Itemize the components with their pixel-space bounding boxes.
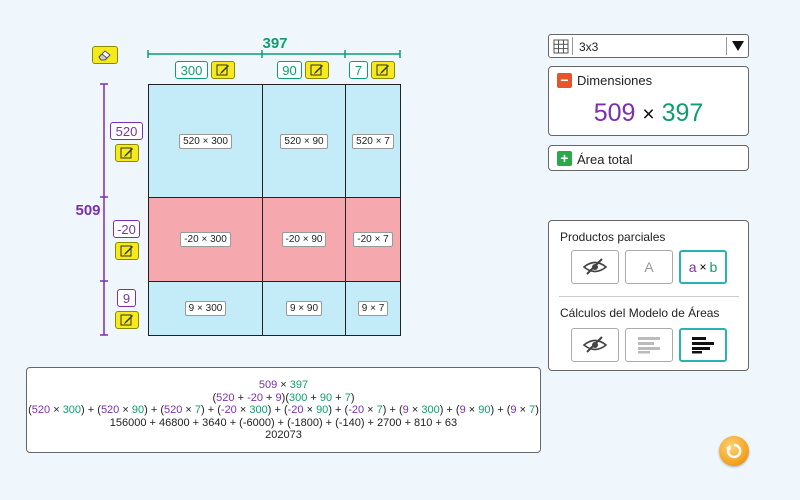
collapse-dimensions-button[interactable]: − bbox=[557, 73, 572, 88]
grid-size-select[interactable]: 3x3 bbox=[548, 34, 749, 58]
eraser-icon bbox=[98, 50, 111, 61]
left-dim-1[interactable]: 520 bbox=[110, 122, 143, 140]
letter-mode-button[interactable]: A bbox=[625, 250, 673, 284]
cell-label: 9 × 300 bbox=[184, 301, 227, 316]
cell-3-3[interactable]: 9 × 7 bbox=[345, 281, 401, 336]
formula-line-1: 509 × 397 bbox=[258, 379, 309, 391]
top-dim-2[interactable]: 90 bbox=[277, 61, 302, 79]
pencil-icon bbox=[310, 64, 323, 76]
cell-label: 520 × 90 bbox=[280, 133, 328, 149]
cell-2-2[interactable]: -20 × 90 bbox=[262, 197, 346, 282]
edit-left-dim-2-button[interactable] bbox=[115, 242, 139, 260]
left-dim-2[interactable]: -20 bbox=[113, 220, 140, 238]
area-model-calculations-title: Cálculos del Modelo de Áreas bbox=[560, 306, 720, 320]
edit-left-dim-3-button[interactable] bbox=[115, 311, 139, 329]
eye-slash-icon bbox=[582, 336, 608, 353]
grid-icon bbox=[553, 39, 569, 54]
area-total-panel: + Área total bbox=[548, 145, 749, 171]
pencil-icon bbox=[120, 147, 133, 159]
display-options-panel: Productos parciales A a × b Cálculos del… bbox=[548, 220, 749, 371]
eraser-button[interactable] bbox=[92, 46, 118, 64]
left-dimension-bracket bbox=[100, 83, 108, 336]
top-dim-3[interactable]: 7 bbox=[349, 61, 368, 79]
product-mode-button[interactable]: a × b bbox=[679, 250, 727, 284]
cell-label: -20 × 90 bbox=[281, 232, 327, 247]
cell-label: 9 × 7 bbox=[357, 301, 389, 316]
cell-2-3[interactable]: -20 × 7 bbox=[345, 197, 401, 282]
cell-1-2[interactable]: 520 × 90 bbox=[262, 84, 346, 198]
lines-icon bbox=[692, 337, 714, 354]
cell-2-1[interactable]: -20 × 300 bbox=[148, 197, 263, 282]
dimensions-expression: 509 × 397 bbox=[549, 99, 748, 128]
hide-calculations-button[interactable] bbox=[571, 328, 619, 362]
cell-label: 9 × 90 bbox=[285, 301, 323, 316]
lines-icon bbox=[638, 337, 660, 354]
cell-3-2[interactable]: 9 × 90 bbox=[262, 281, 346, 336]
ab-a: a bbox=[688, 259, 697, 275]
cell-label: -20 × 300 bbox=[180, 232, 231, 247]
formula-line-3: (520 × 300) + (520 × 90) + (520 × 7) + (… bbox=[28, 404, 539, 416]
partial-products-title: Productos parciales bbox=[560, 230, 666, 244]
left-dim-3[interactable]: 9 bbox=[117, 289, 136, 307]
minus-icon: − bbox=[560, 72, 569, 88]
full-lines-button[interactable] bbox=[679, 328, 727, 362]
calculation-box: 509 × 397 (520 + -20 + 9)(300 + 90 + 7) … bbox=[26, 367, 541, 453]
times-sign: × bbox=[642, 103, 655, 126]
hide-partial-products-button[interactable] bbox=[571, 250, 619, 284]
cell-label: 520 × 300 bbox=[179, 133, 232, 149]
cell-1-3[interactable]: 520 × 7 bbox=[345, 84, 401, 198]
partial-lines-button[interactable] bbox=[625, 328, 673, 362]
edit-top-dim-2-button[interactable] bbox=[305, 61, 329, 79]
top-total-label: 397 bbox=[262, 35, 288, 52]
top-dimension-bracket bbox=[147, 50, 401, 58]
cell-label: -20 × 7 bbox=[353, 232, 393, 247]
eye-slash-icon bbox=[582, 258, 608, 275]
area-total-title: Área total bbox=[577, 152, 633, 167]
left-total-label: 509 bbox=[75, 202, 101, 219]
dimension-a: 509 bbox=[593, 99, 636, 127]
edit-left-dim-1-button[interactable] bbox=[115, 144, 139, 162]
grid-size-value: 3x3 bbox=[579, 40, 599, 54]
dimensions-title: Dimensiones bbox=[577, 73, 653, 88]
plus-icon: + bbox=[560, 150, 569, 166]
expand-area-total-button[interactable]: + bbox=[557, 151, 572, 166]
pencil-icon bbox=[376, 64, 389, 76]
pencil-icon bbox=[120, 245, 133, 257]
pencil-icon bbox=[216, 64, 229, 76]
top-dim-1[interactable]: 300 bbox=[175, 61, 208, 79]
cell-1-1[interactable]: 520 × 300 bbox=[148, 84, 263, 198]
dimensions-panel: − Dimensiones 509 × 397 bbox=[548, 66, 749, 136]
cell-label: 520 × 7 bbox=[352, 133, 394, 149]
formula-line-5: 202073 bbox=[265, 429, 302, 441]
pencil-icon bbox=[120, 314, 133, 326]
cell-3-1[interactable]: 9 × 300 bbox=[148, 281, 263, 336]
ab-b: b bbox=[709, 259, 718, 275]
formula-line-2: (520 + -20 + 9)(300 + 90 + 7) bbox=[212, 391, 355, 404]
edit-top-dim-1-button[interactable] bbox=[211, 61, 235, 79]
reset-icon bbox=[726, 443, 742, 459]
letter-a: A bbox=[644, 259, 654, 275]
edit-top-dim-3-button[interactable] bbox=[371, 61, 395, 79]
reset-button[interactable] bbox=[719, 436, 749, 466]
dimension-b: 397 bbox=[661, 99, 704, 127]
dropdown-arrow-icon bbox=[732, 41, 744, 51]
ab-times: × bbox=[699, 260, 707, 274]
formula-line-4: 156000 + 46800 + 3640 + (-6000) + (-1800… bbox=[109, 416, 458, 429]
options-divider bbox=[559, 296, 739, 297]
